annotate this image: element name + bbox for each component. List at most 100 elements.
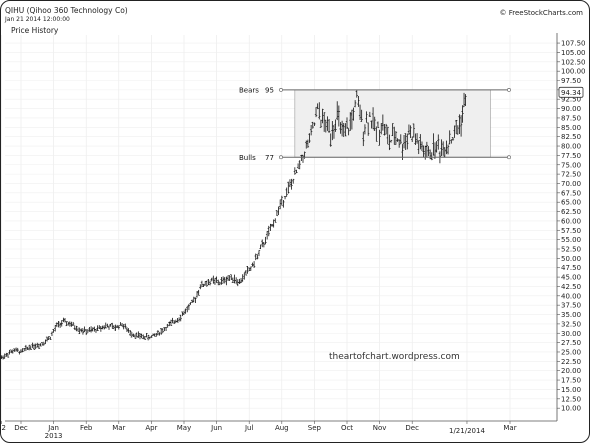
y-tick-label: 47.50 bbox=[561, 264, 581, 272]
price-bar bbox=[8, 349, 11, 355]
price-bar bbox=[98, 325, 101, 330]
price-bar bbox=[159, 328, 163, 335]
price-bar bbox=[150, 335, 153, 338]
price-bar bbox=[174, 319, 178, 323]
price-bar bbox=[414, 133, 417, 145]
price-bar bbox=[441, 141, 445, 156]
price-bar bbox=[217, 279, 220, 286]
price-bar bbox=[383, 123, 386, 136]
price-bar bbox=[138, 333, 142, 340]
price-bar bbox=[283, 195, 287, 200]
price-bar bbox=[415, 133, 419, 144]
price-bar bbox=[10, 349, 13, 354]
price-bar bbox=[96, 325, 99, 332]
price-bar bbox=[153, 333, 156, 337]
x-tick-label: May bbox=[177, 424, 191, 432]
price-bars bbox=[1, 90, 467, 360]
price-bar bbox=[417, 140, 420, 155]
x-tick-label: Jul bbox=[244, 424, 254, 432]
y-tick-label: 12.50 bbox=[561, 395, 581, 403]
y-tick-label: 85.00 bbox=[561, 124, 581, 132]
price-bar bbox=[370, 120, 373, 129]
price-bar bbox=[326, 116, 329, 131]
price-bar bbox=[212, 275, 215, 284]
price-bar bbox=[106, 323, 109, 328]
price-bar bbox=[233, 274, 236, 284]
price-bar bbox=[171, 317, 174, 324]
price-bar bbox=[450, 139, 453, 144]
price-bar bbox=[321, 108, 324, 124]
price-bar bbox=[65, 321, 68, 327]
price-bar bbox=[36, 342, 39, 348]
y-tick-label: 62.50 bbox=[561, 208, 581, 216]
price-bar bbox=[336, 101, 339, 121]
price-bar bbox=[378, 129, 381, 146]
price-bar bbox=[459, 115, 463, 137]
price-bar bbox=[393, 126, 396, 145]
price-bar bbox=[45, 336, 49, 342]
price-bar bbox=[203, 281, 207, 286]
price-bar bbox=[295, 169, 298, 174]
price-bar bbox=[391, 123, 394, 137]
price-bar bbox=[433, 142, 437, 159]
price-bar bbox=[259, 244, 262, 250]
price-bar bbox=[73, 325, 76, 331]
price-bar bbox=[67, 322, 70, 326]
price-bar bbox=[264, 236, 267, 245]
y-tick-label: 50.00 bbox=[561, 255, 581, 263]
price-bar bbox=[437, 134, 440, 150]
price-bar bbox=[76, 327, 80, 332]
price-bar bbox=[362, 131, 365, 147]
last-price-label: 94.34 bbox=[561, 89, 582, 97]
y-tick-label: 67.50 bbox=[561, 189, 581, 197]
price-bar bbox=[24, 344, 28, 352]
price-bar bbox=[296, 163, 300, 169]
price-bar bbox=[26, 346, 29, 350]
y-tick-label: 52.50 bbox=[561, 246, 581, 254]
price-bar bbox=[350, 109, 354, 130]
price-bar bbox=[402, 135, 406, 149]
price-bar bbox=[458, 114, 461, 134]
price-bar bbox=[155, 333, 158, 337]
y-tick-label: 30.00 bbox=[561, 330, 581, 338]
y-tick-label: 10.00 bbox=[561, 405, 581, 413]
price-bar bbox=[3, 353, 6, 359]
x-tick-label: 1/21/2014 bbox=[449, 427, 485, 435]
price-bar bbox=[213, 278, 217, 285]
price-bar bbox=[52, 329, 55, 333]
price-bar bbox=[71, 321, 75, 326]
y-tick-label: 57.50 bbox=[561, 227, 581, 235]
price-bar bbox=[189, 302, 192, 305]
price-bar bbox=[257, 250, 261, 257]
chart-date: Jan 21 2014 12:00:00 bbox=[5, 16, 70, 23]
price-bar bbox=[327, 118, 331, 133]
price-bar bbox=[282, 200, 285, 208]
price-bar bbox=[249, 266, 253, 271]
price-bar bbox=[39, 343, 42, 347]
price-bar bbox=[251, 262, 254, 267]
price-bar bbox=[215, 276, 218, 283]
price-bar bbox=[62, 317, 65, 323]
price-bar bbox=[445, 140, 448, 155]
price-bar bbox=[430, 152, 433, 161]
price-bar bbox=[34, 343, 37, 349]
price-bar bbox=[262, 242, 266, 248]
y-tick-label: 60.00 bbox=[561, 217, 581, 225]
price-bar bbox=[148, 336, 151, 340]
price-bar bbox=[371, 107, 375, 130]
price-bar bbox=[18, 351, 21, 355]
x-tick-label: Jan bbox=[47, 424, 59, 432]
price-bar bbox=[13, 348, 16, 352]
price-bar bbox=[57, 320, 60, 328]
price-bar bbox=[313, 122, 316, 127]
price-bar bbox=[394, 131, 398, 145]
price-bar bbox=[29, 345, 32, 351]
price-bar bbox=[254, 253, 257, 261]
price-bar bbox=[44, 339, 47, 345]
price-bar bbox=[422, 145, 425, 158]
price-bar bbox=[208, 280, 212, 286]
price-bar bbox=[464, 94, 467, 107]
y-tick-label: 92.50 bbox=[561, 96, 581, 104]
price-bar bbox=[140, 333, 143, 339]
